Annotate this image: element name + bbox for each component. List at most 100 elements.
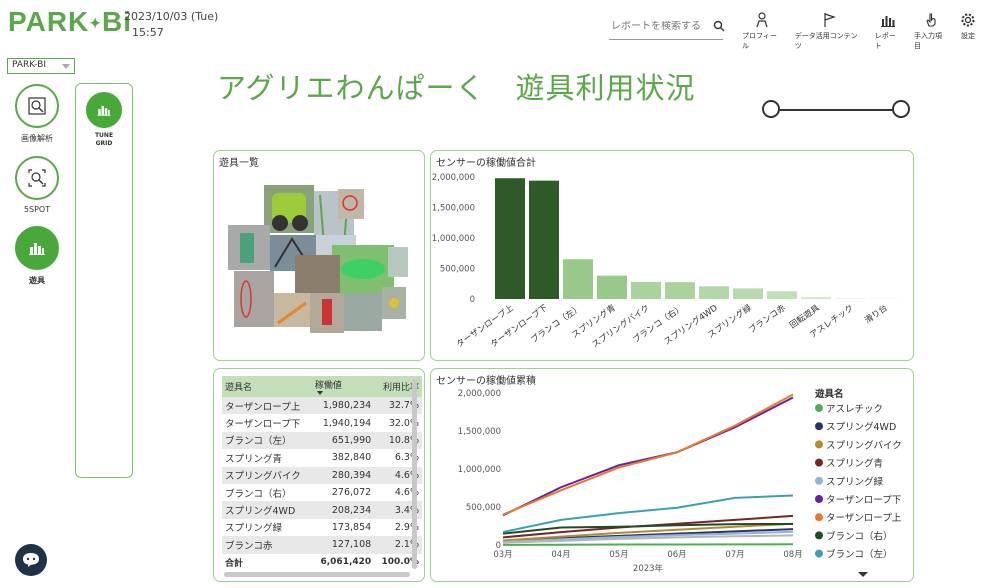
table-row[interactable]: ターザンロープ下 1,940,194 32.0% [222,414,422,431]
search-icon[interactable] [713,20,725,32]
table-horizontal-scrollbar[interactable] [224,572,410,577]
nav-playground[interactable]: 遊具 [14,226,60,286]
bar [665,282,695,299]
table-row[interactable]: ブランコ（左） 651,990 10.8% [222,431,422,450]
cell-value: 382,840 [331,452,372,464]
cell-ratio: 4.6% [374,466,422,484]
legend-marker [815,549,823,558]
series-line [502,522,794,542]
page-title: アグリエわんぱーく 遊具利用状況 [217,71,696,105]
search-input[interactable] [609,21,705,32]
total-label: 合計 [225,558,244,569]
cell-value: 208,234 [311,501,375,519]
nav-data-contents[interactable]: データ活用コンテンツ [795,12,863,51]
y-tick-label: 1,500,000 [432,204,475,214]
cell-ratio: 32.0% [388,417,419,429]
cell-name: ターザンロープ上 [222,397,312,415]
y-tick-label: 1,500,000 [458,427,501,437]
slider-handle-start[interactable] [762,100,780,118]
tune-grid-button[interactable] [86,92,122,128]
table-row[interactable]: スプリング4WD 208,234 3.4% [222,501,422,519]
nav-image-analysis[interactable]: 画像解析 [14,84,60,144]
cell-ratio: 3.4% [374,501,422,519]
card-title: 遊具一覧 [219,158,259,169]
col-header-name[interactable]: 遊具名 [222,376,312,397]
nav-manual-input[interactable]: 手入力項目 [914,12,948,51]
bar [597,275,627,299]
card-title: センサーの稼働値合計 [436,158,536,169]
cell-ratio: 32.7% [374,397,422,415]
cell-value: 1,940,194 [322,417,372,429]
sub-nav-panel: TUNE GRID [75,83,133,478]
series-line [502,494,794,534]
x-axis-label: 2023年 [633,563,664,574]
bar [529,180,559,299]
legend-item: アスレチック [826,404,883,415]
y-tick-label: 500,000 [440,265,475,275]
slider-track[interactable] [771,109,901,111]
legend-item: ターザンロープ上 [826,513,902,524]
date-range-slider[interactable] [762,100,910,120]
app-logo[interactable]: PARK✦Bi [8,6,132,37]
cell-value: 1,980,234 [311,397,375,415]
report-search[interactable] [609,14,725,40]
x-tick-label: 06月 [667,550,686,560]
nav-5spot[interactable]: 5SPOT [14,156,60,214]
nav-report[interactable]: レポート [875,12,902,51]
nav-settings[interactable]: 設定 [960,12,976,51]
legend-scroll-down-icon [858,572,868,577]
x-tick-label: 04月 [551,550,570,560]
legend-marker [815,531,823,540]
gear-icon [961,13,975,27]
legend-title: 遊具名 [815,388,844,400]
bar [801,297,831,299]
table-row[interactable]: ブランコ（右） 276,072 4.6% [222,484,422,501]
park-select[interactable]: PARK-BI [7,58,75,74]
top-nav: プロフィール データ活用コンテンツ レポート 手入力項目 設定 [742,12,988,51]
table-row[interactable]: スプリングバイク 280,394 4.6% [222,466,422,484]
bar [495,178,525,299]
series-line [502,543,794,546]
cell-name: ブランコ（左） [222,431,312,450]
slider-handle-end[interactable] [892,100,910,118]
bar-chart-icon [15,226,59,270]
equipment-table: 遊具名 稼働値 利用比率 ターザンロープ上 1,980,234 32.7% ターザンロ… [222,376,422,571]
legend-marker [815,476,823,485]
bar-chart-icon [97,105,111,116]
y-tick-label: 1,000,000 [458,465,501,475]
table-row[interactable]: ブランコ赤 127,108 2.1% [222,536,422,554]
cell-value: 173,854 [331,521,372,533]
legend-item: スプリングバイク [826,439,902,451]
cell-ratio: 4.6% [394,487,419,499]
cell-name: ブランコ赤 [222,536,312,554]
cell-name: ターザンロープ下 [225,419,301,431]
cell-name: スプリング緑 [225,523,283,535]
x-tick-label: 08月 [783,550,802,560]
cell-name: スプリング青 [225,453,283,465]
y-tick-label: 1,000,000 [432,234,475,244]
table-row[interactable]: ターザンロープ上 1,980,234 32.7% [222,397,422,415]
series-line [502,528,794,543]
cell-name: スプリング4WD [222,501,312,519]
legend-item: ブランコ（右） [826,530,893,542]
legend-item: ターザンロープ下 [826,495,901,506]
x-tick-label: 07月 [725,550,744,560]
card-title: センサーの稼働値累積 [436,376,536,387]
col-header-ratio[interactable]: 利用比率 [374,376,422,397]
flag-icon [824,13,836,27]
table-row[interactable]: スプリング緑 173,854 2.9% [222,519,422,536]
table-vertical-scrollbar[interactable] [412,379,417,569]
cell-value: 276,072 [331,487,372,499]
bar-chart-card: センサーの稼働値合計 2,000,000 1,500,000 1,000,000 50… [430,150,914,361]
equipment-photos-card: 遊具一覧 [213,150,425,361]
table-header-row: 遊具名 稼働値 利用比率 [222,376,422,397]
nav-profile[interactable]: プロフィール [742,12,783,51]
legend-marker [815,513,823,522]
table-row[interactable]: スプリング青 382,840 6.3% [222,449,422,466]
legend-marker [815,440,823,449]
col-header-value[interactable]: 稼働値 [311,376,375,397]
x-tick-label: ターザンロープ下 [489,303,550,350]
y-tick-label: 2,000,000 [432,173,475,183]
legend-marker [815,404,823,412]
chat-button[interactable] [15,544,47,576]
